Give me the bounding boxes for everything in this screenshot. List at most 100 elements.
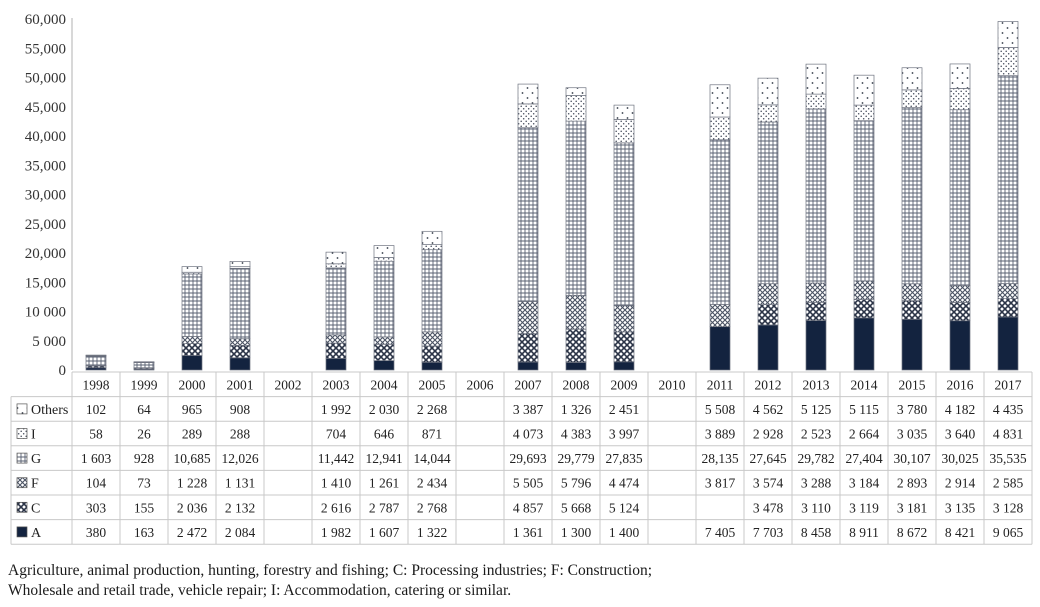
x-tick-label: 2010	[659, 377, 686, 392]
table-cell-others: 4 435	[993, 402, 1024, 417]
bar-segment-others-2007	[517, 83, 539, 105]
table-cell-c: 2 036	[177, 500, 208, 515]
table-cell-f: 73	[137, 476, 151, 491]
table-cell-others: 5 125	[801, 402, 832, 417]
table-cell-others: 3 387	[513, 402, 544, 417]
bar-segment-g-2012	[757, 121, 779, 285]
bar-segment-c-2014	[853, 299, 875, 319]
bar-segment-i-2003	[325, 263, 347, 269]
x-tick-label: 2003	[323, 377, 350, 392]
table-cell-g: 12,026	[221, 451, 258, 466]
bar-segment-a-2011	[709, 326, 731, 371]
table-cell-f: 3 574	[753, 476, 784, 491]
bar-segment-a-2015	[901, 318, 923, 371]
chart-caption: Agriculture, animal production, hunting,…	[8, 561, 1036, 601]
bar-segment-a-2008	[565, 362, 587, 371]
table-cell-i: 4 831	[993, 427, 1023, 442]
bar-segment-f-2003	[325, 334, 347, 344]
legend-key-others	[16, 403, 28, 415]
y-tick-label: 10 000	[25, 305, 66, 321]
x-tick-label: 2011	[707, 377, 734, 392]
table-cell-c: 5 668	[561, 500, 592, 515]
table-cell-i: 288	[230, 427, 251, 442]
table-cell-others: 908	[230, 402, 251, 417]
bar-segment-others-2000	[181, 266, 203, 273]
table-cell-a: 1 361	[513, 525, 543, 540]
bar-segment-others-1998	[85, 354, 107, 357]
table-cell-i: 4 073	[513, 427, 544, 442]
y-tick-label: 40,000	[25, 129, 66, 145]
bar-segment-others-2003	[325, 251, 347, 265]
legend-label-a: A	[31, 526, 42, 541]
table-cell-a: 1 982	[321, 525, 351, 540]
bar-segment-g-1999	[133, 361, 155, 369]
table-cell-i: 3 640	[945, 427, 976, 442]
table-cell-c: 3 110	[801, 500, 831, 515]
table-cell-others: 965	[182, 402, 203, 417]
legend-label-f: F	[31, 477, 39, 492]
x-tick-label: 1998	[83, 377, 110, 392]
bar-segment-i-2013	[805, 93, 827, 110]
bar-segment-c-2005	[421, 345, 443, 363]
table-cell-i: 3 997	[609, 427, 640, 442]
x-tick-label: 2005	[419, 377, 446, 392]
table-cell-i: 871	[422, 427, 442, 442]
bar-segment-c-2001	[229, 344, 251, 359]
bar-segment-f-2016	[949, 285, 971, 303]
caption-line-1: Agriculture, animal production, hunting,…	[8, 562, 653, 579]
y-tick-label: 30,000	[25, 188, 66, 204]
bars	[85, 21, 1019, 371]
table-cell-g: 14,044	[413, 451, 450, 466]
bar-segment-i-2008	[565, 95, 587, 122]
table-cell-others: 1 992	[321, 402, 351, 417]
table-cell-c: 3 128	[993, 500, 1024, 515]
bar-segment-f-2005	[421, 331, 443, 347]
bar-segment-others-2015	[901, 67, 923, 91]
bar-segment-i-2012	[757, 104, 779, 123]
bar-segment-a-2000	[181, 355, 203, 371]
table-cell-g: 28,135	[701, 451, 738, 466]
bar-segment-g-2000	[181, 273, 203, 337]
bar-segment-others-1999	[133, 361, 155, 363]
table-cell-i: 3 035	[897, 427, 928, 442]
bar-segment-others-2011	[709, 84, 731, 118]
table-cell-a: 8 458	[801, 525, 832, 540]
legend-key-g	[16, 452, 28, 464]
legend-key-f	[16, 477, 28, 489]
bar-segment-g-2011	[709, 139, 731, 305]
stacked-bar-chart: 0 5 000 10 000 15,000 20,000 25,000 30,000 35,0…	[10, 12, 1033, 545]
table-cell-i: 26	[137, 427, 151, 442]
table-cell-f: 2 893	[897, 476, 928, 491]
bar-segment-others-2005	[421, 230, 443, 245]
bar-segment-c-2003	[325, 342, 347, 359]
table-cell-i: 289	[182, 427, 203, 442]
bar-segment-f-2017	[997, 283, 1019, 300]
table-cell-f: 104	[86, 476, 107, 491]
x-tick-label: 1999	[131, 377, 158, 392]
bar-segment-a-2001	[229, 357, 251, 371]
bar-segment-f-2001	[229, 338, 251, 346]
bar-segment-c-2008	[565, 328, 587, 363]
table-cell-a: 8 911	[849, 525, 879, 540]
bar-segment-g-2005	[421, 249, 443, 333]
table-cell-a: 9 065	[993, 525, 1024, 540]
table-cell-g: 30,025	[941, 451, 978, 466]
bar-segment-others-2001	[229, 261, 251, 268]
bar-segment-others-2004	[373, 245, 395, 258]
bar-segment-f-2008	[565, 294, 587, 330]
x-tick-label: 2008	[563, 377, 590, 392]
table-cell-f: 2 585	[993, 476, 1024, 491]
bar-segment-c-2015	[901, 300, 923, 320]
x-tick-label: 2016	[947, 377, 974, 392]
table-cell-i: 646	[374, 427, 395, 442]
x-tick-label: 2015	[899, 377, 926, 392]
bar-segment-g-2013	[805, 108, 827, 284]
table-cell-c: 3 181	[897, 500, 927, 515]
table-cell-f: 3 184	[849, 476, 880, 491]
table-cell-i: 4 383	[561, 427, 592, 442]
x-tick-label: 2001	[227, 377, 254, 392]
table-cell-a: 2 084	[225, 525, 256, 540]
y-tick-label: 15,000	[25, 275, 66, 291]
table-cell-g: 10,685	[173, 451, 210, 466]
bar-segment-i-2014	[853, 104, 875, 122]
